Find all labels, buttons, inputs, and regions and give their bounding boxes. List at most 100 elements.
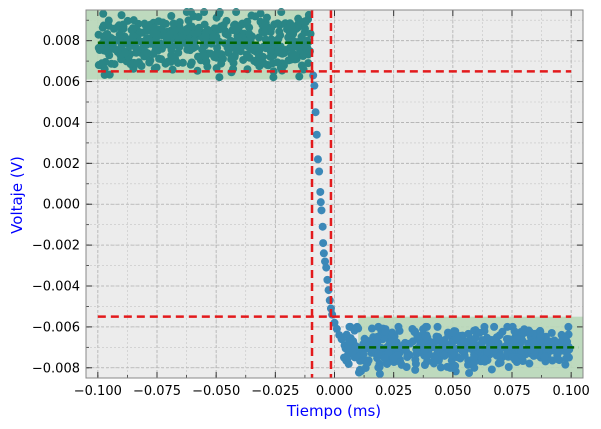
y-tick-label: −0.004 [32, 280, 80, 295]
data-point-low [436, 363, 445, 372]
y-tick-label: 0.006 [43, 75, 80, 90]
data-point-high [242, 50, 251, 59]
data-point-low [343, 355, 352, 364]
data-point-low [490, 322, 499, 331]
data-point-low [419, 325, 428, 334]
data-point-low [374, 322, 383, 331]
data-point-high [201, 32, 210, 41]
data-point-high [146, 56, 155, 65]
data-point-high [268, 59, 277, 68]
data-point-high [214, 9, 223, 18]
data-point-low [345, 337, 354, 346]
x-tick-labels: −0.100 −0.075 −0.050 −0.025 0.000 0.025 0.050 0… [74, 384, 590, 399]
data-point-low [433, 322, 442, 331]
x-tick-label: −0.025 [251, 384, 299, 399]
y-tick-label: −0.002 [32, 239, 80, 254]
plot-frame [85, 9, 584, 379]
data-point-high [286, 43, 295, 52]
data-point-low [508, 337, 517, 346]
data-point-high [182, 8, 191, 17]
data-point-high [295, 44, 304, 53]
data-point-high [99, 9, 108, 18]
data-point-high [277, 8, 286, 17]
data-point-high [169, 19, 178, 28]
data-point-high [151, 42, 160, 51]
data-point-transition [312, 130, 321, 139]
data-point-low [464, 329, 473, 338]
data-point-high [167, 11, 176, 20]
data-point-high [285, 22, 294, 31]
data-point-high [289, 54, 298, 63]
data-point-high [195, 23, 204, 32]
data-point-low [427, 338, 436, 347]
data-point-high [295, 72, 304, 81]
data-point-high [189, 44, 198, 53]
data-point-high [166, 57, 175, 66]
data-point-high [252, 43, 261, 52]
data-point-low [387, 337, 396, 346]
data-point-low [470, 352, 479, 361]
data-point-low [552, 348, 561, 357]
data-point-high [260, 28, 269, 37]
x-tick-label: −0.050 [192, 384, 240, 399]
data-point-transition [316, 198, 325, 207]
data-point-low [525, 359, 534, 368]
data-point-high [266, 45, 275, 54]
data-point-low [389, 354, 398, 363]
data-point-low [487, 365, 496, 374]
data-point-high [278, 49, 287, 58]
data-point-high [155, 54, 164, 63]
data-point-high [306, 29, 315, 38]
data-point-high [133, 46, 142, 55]
data-point-high [213, 44, 222, 53]
data-point-high [178, 58, 187, 67]
data-point-low [395, 326, 404, 335]
data-point-high [297, 61, 306, 70]
data-point-low [380, 354, 389, 363]
data-point-high [129, 16, 138, 25]
data-point-low [447, 347, 456, 356]
data-point-transition [330, 318, 339, 327]
mean-lines [97, 41, 579, 349]
data-point-low [408, 337, 417, 346]
data-point-high [132, 59, 141, 68]
data-point-low [351, 341, 360, 350]
data-point-high [209, 32, 218, 41]
y-tick-label: 0.000 [43, 198, 80, 213]
ticks [86, 10, 583, 378]
y-tick-label: 0.004 [43, 116, 80, 131]
data-point-high [158, 18, 167, 27]
data-point-high [103, 29, 112, 38]
data-point-transition [319, 239, 328, 248]
data-point-high [267, 24, 276, 33]
data-point-high [140, 37, 149, 46]
data-point-high [100, 70, 109, 79]
data-point-high [260, 21, 269, 30]
data-point-high [187, 58, 196, 67]
data-point-low [564, 322, 573, 331]
data-point-low [381, 327, 390, 336]
data-point-high [165, 30, 174, 39]
data-point-high [256, 56, 265, 65]
data-point-high [276, 63, 285, 72]
data-point-low [380, 333, 389, 342]
data-point-low [496, 358, 505, 367]
data-point-transition [315, 167, 324, 176]
data-point-high [212, 24, 221, 33]
data-point-high [217, 59, 226, 68]
data-point-high [206, 49, 215, 58]
data-point-low [403, 352, 412, 361]
data-point-high [304, 59, 313, 68]
data-point-high [109, 24, 118, 33]
data-point-low [456, 354, 465, 363]
data-point-high [231, 26, 240, 35]
data-point-low [429, 359, 438, 368]
data-point-transition [323, 275, 332, 284]
reference-lines [97, 10, 572, 378]
data-point-high [174, 48, 183, 57]
data-point-high [245, 30, 254, 39]
data-point-high [140, 19, 149, 28]
data-point-high [274, 34, 283, 43]
data-point-high [167, 51, 176, 60]
